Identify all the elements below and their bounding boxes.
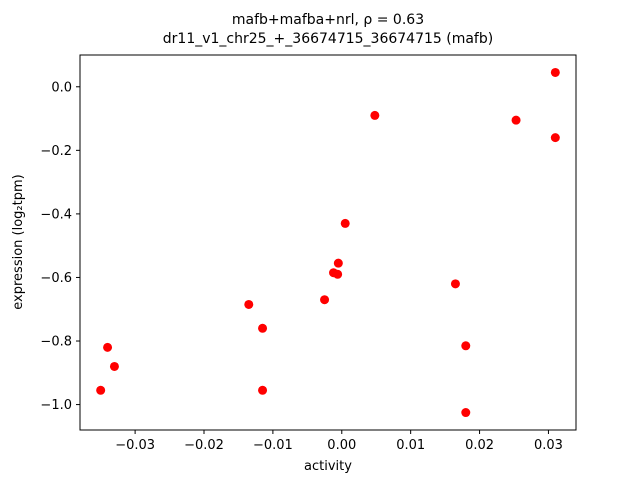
data-point [109, 361, 119, 371]
x-axis-label: activity [304, 459, 352, 474]
data-point [103, 342, 113, 352]
y-tick-label: −0.2 [40, 144, 72, 159]
data-point [550, 67, 560, 77]
data-point [461, 341, 471, 351]
data-point [258, 385, 268, 395]
plot-title-line1: mafb+mafba+nrl, ρ = 0.63 [232, 12, 424, 28]
data-point [244, 299, 254, 309]
y-tick-label: −0.8 [40, 335, 72, 350]
y-tick-label: 0.0 [51, 80, 72, 95]
data-point [450, 279, 460, 289]
plot-title-line2: dr11_v1_chr25_+_36674715_36674715 (mafb) [163, 31, 493, 47]
data-point [320, 295, 330, 305]
y-tick-label: −1.0 [40, 398, 72, 413]
x-axis-ticks: −0.03 −0.02 −0.01 0.00 0.01 0.02 0.03 [115, 430, 563, 453]
x-tick-label: 0.02 [465, 438, 494, 453]
data-point [333, 269, 343, 279]
data-point [258, 323, 268, 333]
axes-spines [79, 54, 577, 431]
y-axis-ticks: 0.0 −0.2 −0.4 −0.6 −0.8 −1.0 [40, 80, 80, 413]
x-tick-label: −0.02 [184, 438, 224, 453]
x-tick-label: −0.03 [115, 438, 155, 453]
data-point [370, 110, 380, 120]
scatter-points [96, 67, 560, 418]
y-tick-label: −0.4 [40, 207, 72, 222]
y-tick-label: −0.6 [40, 271, 72, 286]
x-tick-label: −0.01 [253, 438, 293, 453]
x-tick-label: 0.01 [396, 438, 425, 453]
x-tick-label: 0.00 [327, 438, 356, 453]
y-axis-label: expression (log₂tpm) [11, 174, 26, 309]
data-point [340, 218, 350, 228]
data-point [511, 115, 521, 125]
data-point [333, 258, 343, 268]
x-tick-label: 0.03 [534, 438, 563, 453]
data-point [96, 385, 106, 395]
data-point [461, 408, 471, 418]
data-point [550, 133, 560, 143]
